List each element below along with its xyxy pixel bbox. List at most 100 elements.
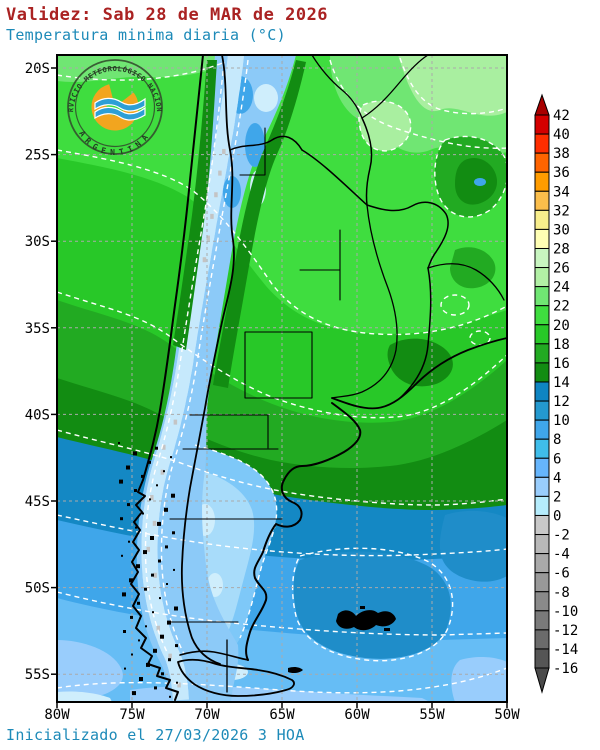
lat-label: 55S (25, 667, 50, 683)
magellan-strait (179, 650, 249, 661)
province-borders (167, 127, 341, 623)
gray-fleck (210, 213, 214, 219)
axis-labels: 20S 25S 30S 35S 40S 45S 50S 55S 80W 75W 70W 65W 60W 5… (25, 61, 521, 723)
uruguay-brazil-border (427, 263, 505, 301)
fjord-speckle (132, 691, 136, 696)
colorbar-cell (534, 286, 550, 307)
gray-fleck (168, 653, 172, 659)
fjord-speckle (155, 446, 158, 450)
colorbar-cell (534, 171, 550, 192)
bolivia-border (229, 135, 303, 151)
fjord-speckle (169, 695, 171, 698)
colorbar-cell (534, 324, 550, 345)
logo-outer-ring (67, 59, 163, 155)
lat-label: 25S (25, 148, 50, 164)
colorbar-label: -16 (553, 661, 578, 677)
gray-fleck (218, 170, 222, 176)
colorbar-label: 36 (553, 165, 570, 181)
gray-fleck (222, 148, 226, 154)
fjord-speckle (176, 681, 178, 684)
colorbar-bottom-arrow (534, 667, 550, 694)
fjord-speckle (126, 465, 130, 470)
misiones-border (366, 201, 449, 269)
fjord-speckle (138, 639, 140, 642)
fjord-speckle (156, 484, 158, 487)
lon-label: 55W (419, 707, 445, 723)
colorbar-label: -12 (553, 623, 578, 639)
colorbar-label: 6 (553, 451, 561, 467)
colorbar-cell (534, 495, 550, 516)
uruguay-river (399, 267, 432, 399)
colorbar-label: 16 (553, 356, 570, 372)
lat-label: 50S (25, 581, 50, 597)
fjord-speckle (172, 531, 175, 535)
init-time-caption: Inicializado el 27/03/2026 3 HOA (6, 726, 305, 744)
fjord-speckle (168, 658, 171, 662)
fjord-speckle (153, 648, 157, 653)
fjord-speckle (130, 615, 133, 619)
fjord-speckle (141, 474, 144, 478)
fjord-speckle (129, 578, 133, 583)
fjord-speckle (136, 564, 140, 569)
logo-waves (94, 97, 146, 121)
gray-fleck (156, 625, 161, 631)
field-sierra-dark-patch (387, 338, 453, 387)
fjord-speckle (167, 620, 171, 625)
colorbar-label: 0 (553, 508, 561, 524)
colorbar-label: 38 (553, 146, 570, 162)
fjord-speckle (118, 442, 120, 444)
fjord-speckle (135, 526, 137, 529)
fjord-speckle (163, 470, 165, 473)
colorbar-label: 28 (553, 241, 570, 257)
pacific-coastline (130, 55, 204, 701)
rio-de-la-plata-uruguay-coast (331, 337, 507, 410)
fjord-speckle (133, 451, 137, 456)
lon-label: 70W (194, 707, 220, 723)
temperature-colorbar: 424038363432302826242220181614121086420-… (534, 93, 578, 694)
andes-cold-strip (136, 55, 296, 702)
fjord-speckles (118, 442, 178, 698)
andes-east-flank (213, 60, 306, 388)
andes-west-flank (173, 60, 217, 350)
fjord-speckle (159, 597, 161, 600)
gray-fleck (150, 495, 154, 501)
colorbar-cell (534, 209, 550, 230)
colorbar-cell (534, 438, 550, 459)
fjord-speckle (171, 493, 175, 498)
colorbar-cell (534, 400, 550, 421)
fjord-speckle (142, 512, 144, 515)
colorbar-label: -4 (553, 547, 570, 563)
colorbar-cell (534, 648, 550, 669)
fjord-speckle (157, 521, 161, 526)
fjord-speckle (152, 611, 154, 614)
temperature-field: SERVICIO METEOROLÓGICO NACIONAL ARGENTIN… (57, 55, 507, 702)
gray-fleck (146, 546, 151, 552)
colorbar-label: 40 (553, 127, 570, 143)
atlantic-coastline (245, 402, 362, 661)
fjord-speckle (174, 606, 178, 611)
lon-label: 50W (494, 707, 520, 723)
colorbar-cell (534, 152, 550, 173)
lat-label: 20S (25, 61, 50, 77)
tierra-del-fuego-outline (177, 658, 295, 697)
fjord-speckle (127, 503, 130, 507)
paraguay-river (361, 117, 373, 206)
colorbar-label: 18 (553, 337, 570, 353)
field-pale-bottom-right (451, 656, 507, 702)
colorbar-cell (534, 514, 550, 536)
colorbar-label: 10 (553, 413, 570, 429)
gray-fleck (162, 444, 166, 450)
pilcomayo-border (301, 149, 368, 206)
colorbar-label: 2 (553, 489, 561, 505)
colorbar-label: 34 (553, 184, 570, 200)
colorbar-label: 14 (553, 375, 570, 391)
lat-label: 30S (25, 234, 50, 250)
colorbar-cell (534, 247, 550, 269)
colorbar-cell (534, 553, 550, 574)
colorbar-label: 42 (553, 108, 570, 124)
geography-borders (130, 55, 507, 701)
lat-label: 40S (25, 407, 50, 423)
colorbar-cell (534, 133, 550, 154)
fjord-speckle (150, 536, 154, 540)
